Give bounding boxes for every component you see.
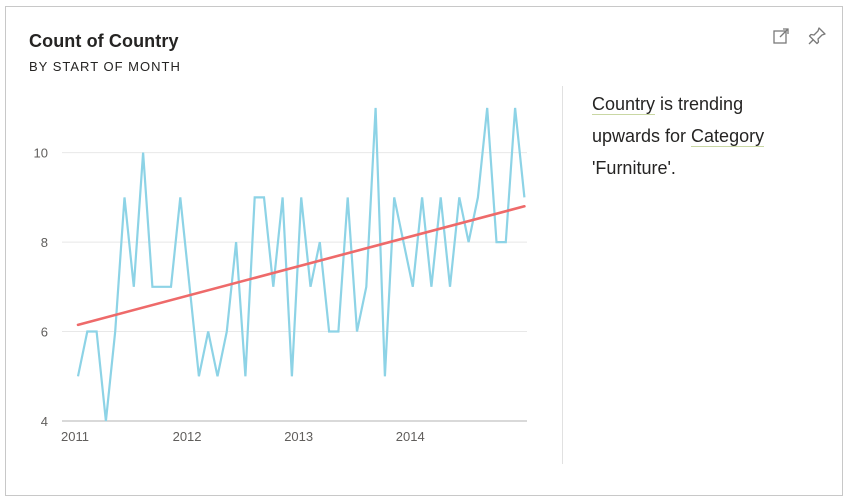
insight-term-category[interactable]: Category [691, 126, 765, 147]
y-tick-label: 4 [41, 414, 48, 429]
series-line [76, 107, 526, 422]
pin-icon[interactable] [806, 25, 828, 47]
visual-card [5, 6, 843, 496]
y-tick-label: 6 [41, 325, 48, 340]
chart-subtitle: BY START OF MONTH [29, 59, 181, 74]
insight-text: Country is trending upwards for Category… [592, 88, 802, 184]
y-tick-label: 8 [41, 235, 48, 250]
expand-icon[interactable] [770, 25, 792, 47]
x-tick-label: 2013 [284, 429, 313, 444]
y-tick-label: 10 [34, 146, 48, 161]
divider [562, 86, 563, 464]
x-tick-label: 2012 [173, 429, 202, 444]
x-tick-label: 2011 [61, 429, 89, 444]
x-tick-label: 2014 [396, 429, 425, 444]
insight-text-part2: 'Furniture'. [592, 158, 676, 178]
chart-title: Count of Country [29, 31, 179, 51]
insight-term-country[interactable]: Country [592, 94, 656, 115]
trend-line [76, 204, 526, 327]
insight-text-part1: is trending upwards for [592, 94, 744, 146]
